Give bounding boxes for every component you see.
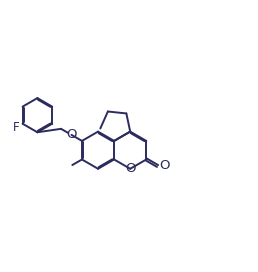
Text: F: F — [13, 121, 20, 134]
Text: O: O — [160, 159, 170, 172]
Text: O: O — [66, 128, 77, 141]
Text: O: O — [125, 162, 135, 175]
